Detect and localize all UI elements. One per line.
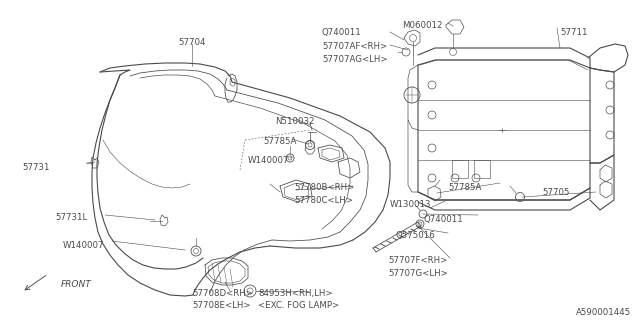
Text: 57705: 57705: [542, 188, 570, 197]
Text: N510032: N510032: [275, 117, 314, 126]
Text: Q575016: Q575016: [396, 231, 436, 240]
Text: A590001445: A590001445: [576, 308, 631, 317]
Text: 57785A: 57785A: [263, 137, 296, 146]
Text: 57731: 57731: [22, 163, 50, 172]
Text: 57707AF<RH>: 57707AF<RH>: [322, 42, 387, 51]
Text: W130013: W130013: [390, 200, 431, 209]
Text: FRONT: FRONT: [61, 280, 92, 289]
Text: Q740011: Q740011: [322, 28, 362, 37]
Text: 57780C<LH>: 57780C<LH>: [294, 196, 353, 205]
Text: Q740011: Q740011: [424, 215, 464, 224]
Text: 57711: 57711: [560, 28, 588, 37]
Text: 57731L: 57731L: [55, 213, 87, 222]
Text: 57785A: 57785A: [448, 183, 481, 192]
Text: 57707F<RH>: 57707F<RH>: [388, 256, 447, 265]
Text: 57708D<RH>: 57708D<RH>: [192, 289, 253, 298]
Text: 57780B<RH>: 57780B<RH>: [294, 183, 355, 192]
Text: 84953H<RH,LH>: 84953H<RH,LH>: [258, 289, 333, 298]
Text: 57707G<LH>: 57707G<LH>: [388, 269, 448, 278]
Text: M060012: M060012: [402, 21, 442, 30]
Text: 57708E<LH>: 57708E<LH>: [192, 301, 250, 310]
Text: <EXC. FOG LAMP>: <EXC. FOG LAMP>: [258, 301, 339, 310]
Text: W140007: W140007: [248, 156, 289, 165]
Text: 57707AG<LH>: 57707AG<LH>: [322, 55, 387, 64]
Text: 57704: 57704: [179, 38, 205, 47]
Text: W140007: W140007: [63, 241, 104, 250]
